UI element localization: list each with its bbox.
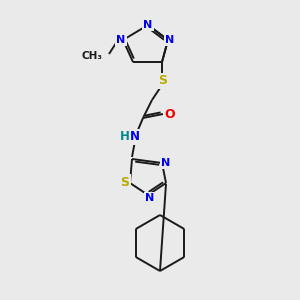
Text: N: N <box>116 35 126 45</box>
Text: S: S <box>121 176 130 188</box>
Text: CH₃: CH₃ <box>82 51 103 61</box>
Text: H: H <box>120 130 130 143</box>
Text: N: N <box>165 35 175 45</box>
Text: N: N <box>130 130 140 143</box>
Text: O: O <box>165 109 175 122</box>
Text: N: N <box>146 193 154 203</box>
Text: N: N <box>143 20 153 30</box>
Text: N: N <box>161 158 171 168</box>
Text: S: S <box>158 74 167 88</box>
